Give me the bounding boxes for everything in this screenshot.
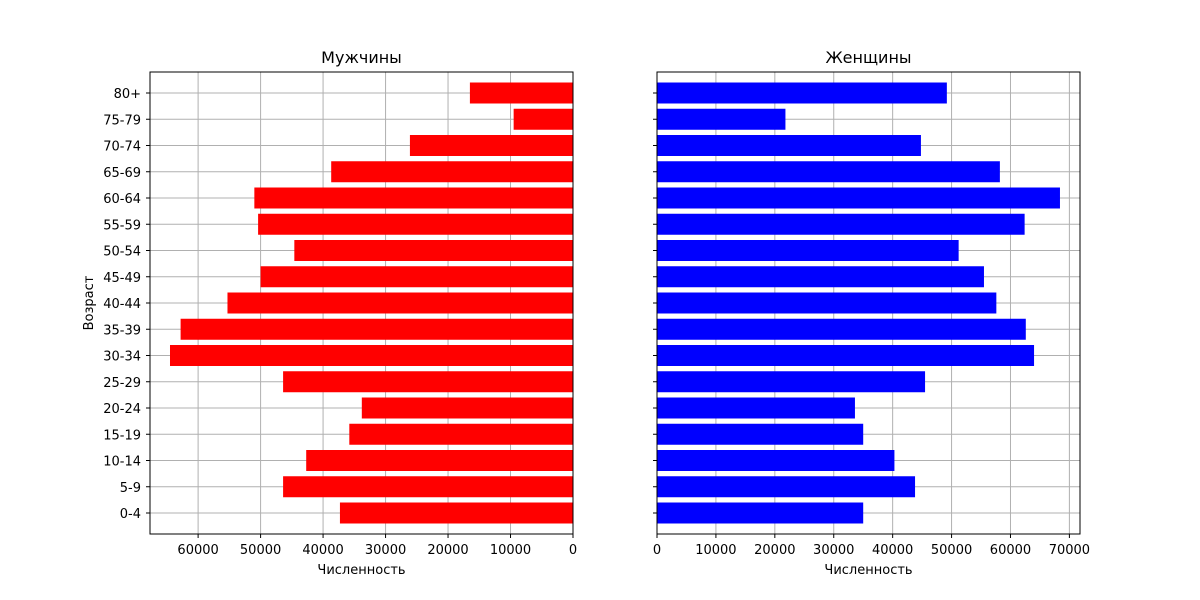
x-tick-label: 50000: [240, 543, 281, 558]
y-tick-label: 70-74: [103, 140, 141, 155]
y-tick-label: 35-39: [103, 323, 141, 338]
y-tick-label: 5-9: [120, 481, 141, 496]
x-tick-label: 30000: [813, 543, 854, 558]
x-axis-label-men: Численность: [317, 563, 405, 578]
x-tick-label: 30000: [365, 543, 406, 558]
bar-men-20-24: [361, 397, 573, 419]
y-tick-label: 80+: [114, 87, 141, 102]
bar-men-70-74: [409, 135, 573, 156]
y-tick-label: 30-34: [103, 350, 141, 365]
bar-women-10-14: [657, 450, 895, 471]
bar-women-20-24: [657, 397, 855, 419]
x-tick-label: 20000: [427, 543, 468, 558]
bar-men-10-14: [306, 450, 573, 471]
y-tick-label: 65-69: [103, 166, 141, 181]
x-axis-label-women: Численность: [824, 563, 912, 578]
bar-women-45-49: [657, 266, 984, 288]
bar-men-55-59: [258, 213, 573, 235]
bar-women-65-69: [657, 161, 1000, 183]
x-tick-label: 10000: [695, 543, 736, 558]
bar-men-75-79: [513, 108, 573, 130]
y-tick-label: 55-59: [103, 218, 141, 233]
bar-men-0-4: [339, 502, 573, 524]
x-tick-label: 0: [653, 543, 661, 558]
bar-men-30-34: [169, 345, 574, 366]
bar-men-40-44: [227, 292, 573, 314]
x-tick-label: 40000: [302, 543, 343, 558]
x-tick-label: 40000: [872, 543, 913, 558]
y-tick-label: 20-24: [103, 402, 141, 417]
y-tick-label: 15-19: [103, 428, 141, 443]
x-tick-label: 20000: [754, 543, 795, 558]
bar-women-75-79: [657, 108, 786, 130]
x-tick-label: 50000: [931, 543, 972, 558]
bar-women-50-54: [657, 240, 959, 261]
bar-men-35-39: [180, 318, 573, 340]
bar-women-5-9: [657, 476, 916, 498]
bar-women-60-64: [657, 187, 1060, 209]
bar-women-40-44: [657, 292, 997, 314]
bar-men-25-29: [283, 371, 573, 393]
bar-men-60-64: [254, 187, 573, 209]
x-tick-label: 70000: [1049, 543, 1090, 558]
bar-women-35-39: [657, 318, 1026, 340]
y-tick-label: 45-49: [103, 271, 141, 286]
x-tick-label: 0: [569, 543, 577, 558]
y-tick-label: 40-44: [103, 297, 141, 312]
bar-women-30-34: [657, 345, 1035, 366]
bar-women-25-29: [657, 371, 926, 393]
bar-women-70-74: [657, 135, 921, 156]
panel-title-men: Мужчины: [321, 48, 402, 67]
bar-men-80+: [469, 82, 573, 104]
bar-men-15-19: [349, 423, 573, 445]
y-tick-label: 75-79: [103, 113, 141, 128]
bar-men-65-69: [331, 161, 573, 183]
y-tick-label: 10-14: [103, 455, 141, 470]
x-tick-label: 60000: [990, 543, 1031, 558]
y-axis-label: Возраст: [82, 275, 97, 330]
y-tick-label: 60-64: [103, 192, 141, 207]
panel-title-women: Женщины: [825, 48, 911, 67]
x-tick-label: 10000: [490, 543, 531, 558]
bar-women-0-4: [657, 502, 864, 524]
y-tick-label: 0-4: [120, 507, 141, 522]
bar-women-15-19: [657, 423, 864, 445]
y-tick-label: 25-29: [103, 376, 141, 391]
bar-men-5-9: [283, 476, 573, 498]
bar-women-80+: [657, 82, 947, 104]
bar-women-55-59: [657, 213, 1025, 235]
bar-men-45-49: [260, 266, 573, 288]
y-tick-label: 50-54: [103, 245, 141, 260]
bar-men-50-54: [294, 240, 573, 261]
x-tick-label: 60000: [177, 543, 218, 558]
